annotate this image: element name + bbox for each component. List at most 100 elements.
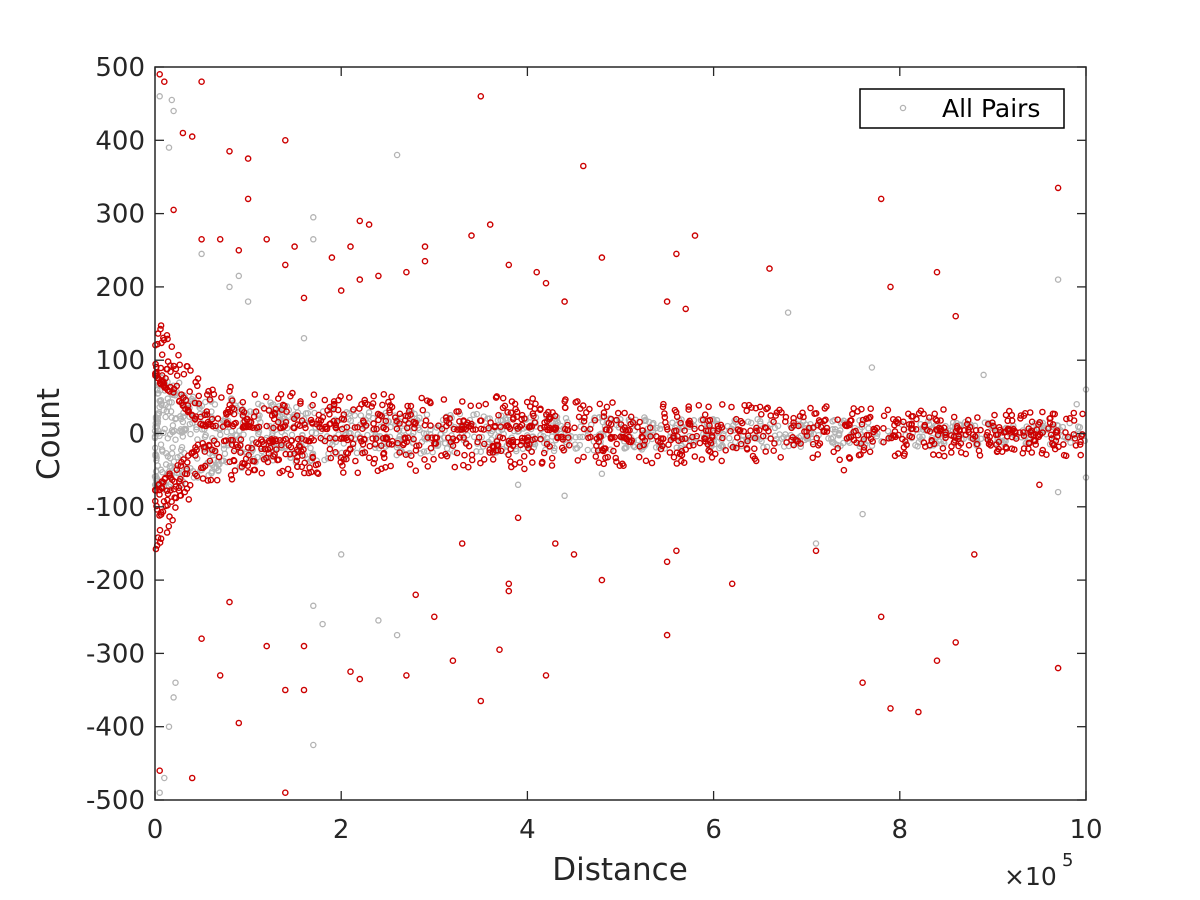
red-band-point: [581, 414, 588, 422]
red-band-point: [841, 421, 849, 429]
red-band-point: [867, 405, 875, 413]
red-band-point: [332, 424, 339, 431]
red-band-point: [1008, 417, 1016, 425]
red-band-point: [850, 405, 858, 412]
red-band-point: [751, 455, 759, 463]
red-band-point: [1077, 451, 1084, 459]
red-band-point: [274, 456, 281, 464]
red-band-point: [782, 413, 790, 421]
red-band-point: [302, 424, 309, 432]
red-band-point: [197, 464, 205, 472]
grey-band-point: [178, 429, 186, 436]
red-data-point: [281, 136, 289, 144]
red-band-point: [339, 469, 347, 476]
red-band-point: [917, 407, 925, 415]
red-band-point: [159, 508, 167, 516]
red-band-point: [965, 441, 973, 449]
red-band-point: [203, 408, 211, 415]
red-band-point: [702, 427, 710, 435]
red-band-point: [816, 440, 824, 447]
grey-band-point: [307, 444, 314, 452]
red-band-point: [977, 426, 984, 434]
red-band-point: [940, 406, 947, 413]
red-band-point: [388, 393, 395, 401]
red-band-point: [682, 446, 690, 453]
red-band-point: [456, 418, 463, 425]
red-band-point: [972, 426, 980, 434]
red-band-point: [505, 423, 513, 431]
red-data-point: [170, 206, 177, 214]
grey-band-point: [774, 422, 782, 430]
red-band-point: [480, 440, 488, 448]
red-band-point: [435, 422, 442, 430]
red-band-point: [962, 431, 970, 439]
red-band-point: [529, 395, 537, 402]
grey-data-point: [375, 617, 382, 624]
red-band-point: [580, 453, 587, 461]
red-data-point: [356, 276, 364, 283]
red-band-point: [908, 413, 915, 420]
red-band-point: [1039, 446, 1046, 454]
red-band-point: [230, 405, 238, 413]
red-band-point: [900, 426, 908, 433]
grey-data-point: [170, 107, 177, 115]
red-band-point: [226, 401, 233, 409]
red-band-point: [790, 419, 797, 426]
red-data-point: [682, 305, 690, 313]
red-band-point: [640, 441, 648, 449]
red-band-point: [456, 434, 464, 441]
red-band-point: [790, 422, 798, 429]
red-band-point: [173, 372, 181, 379]
red-band-point: [719, 434, 726, 442]
red-band-point: [991, 411, 998, 419]
red-band-point: [453, 408, 460, 415]
red-band-point: [486, 449, 494, 456]
red-band-point: [487, 419, 494, 426]
red-data-point: [458, 540, 466, 547]
red-band-point: [863, 431, 871, 439]
red-band-point: [790, 414, 797, 422]
red-band-point: [168, 343, 176, 351]
grey-band-point: [153, 454, 160, 461]
red-band-point: [270, 424, 277, 432]
x-multiplier-exponent: 5: [1062, 850, 1073, 871]
red-band-point: [453, 449, 461, 457]
red-band-point: [497, 423, 504, 431]
y-tick-label: 100: [95, 346, 145, 376]
red-band-point: [294, 447, 302, 455]
grey-band-point: [177, 426, 185, 433]
red-band-point: [373, 425, 380, 433]
red-band-point: [646, 424, 654, 432]
red-band-point: [671, 406, 679, 414]
grey-band-point: [830, 438, 837, 446]
red-data-point: [300, 686, 308, 694]
red-band-point: [592, 453, 600, 460]
red-band-point: [571, 424, 578, 432]
red-band-point: [163, 487, 171, 495]
red-band-point: [617, 433, 624, 441]
red-data-point: [244, 155, 252, 162]
red-band-point: [729, 443, 737, 451]
grey-band-point: [719, 442, 726, 449]
red-band-point: [560, 446, 568, 454]
red-band-point: [993, 441, 1000, 449]
red-band-point: [604, 453, 612, 461]
red-band-point: [475, 402, 483, 410]
red-band-point: [657, 435, 665, 442]
grey-band-point: [347, 417, 355, 424]
red-data-point: [226, 598, 233, 606]
red-band-point: [698, 424, 705, 432]
grey-data-point: [784, 309, 792, 316]
red-band-point: [642, 457, 650, 465]
red-band-point: [969, 435, 977, 443]
red-band-point: [298, 435, 306, 442]
grey-band-point: [164, 395, 172, 402]
red-data-point: [728, 580, 736, 588]
red-data-point: [570, 551, 578, 558]
red-band-point: [812, 409, 820, 417]
red-band-point: [244, 462, 251, 470]
red-band-point: [175, 478, 183, 485]
grey-data-point: [168, 96, 176, 104]
red-band-point: [237, 436, 245, 443]
red-band-point: [1027, 431, 1035, 439]
